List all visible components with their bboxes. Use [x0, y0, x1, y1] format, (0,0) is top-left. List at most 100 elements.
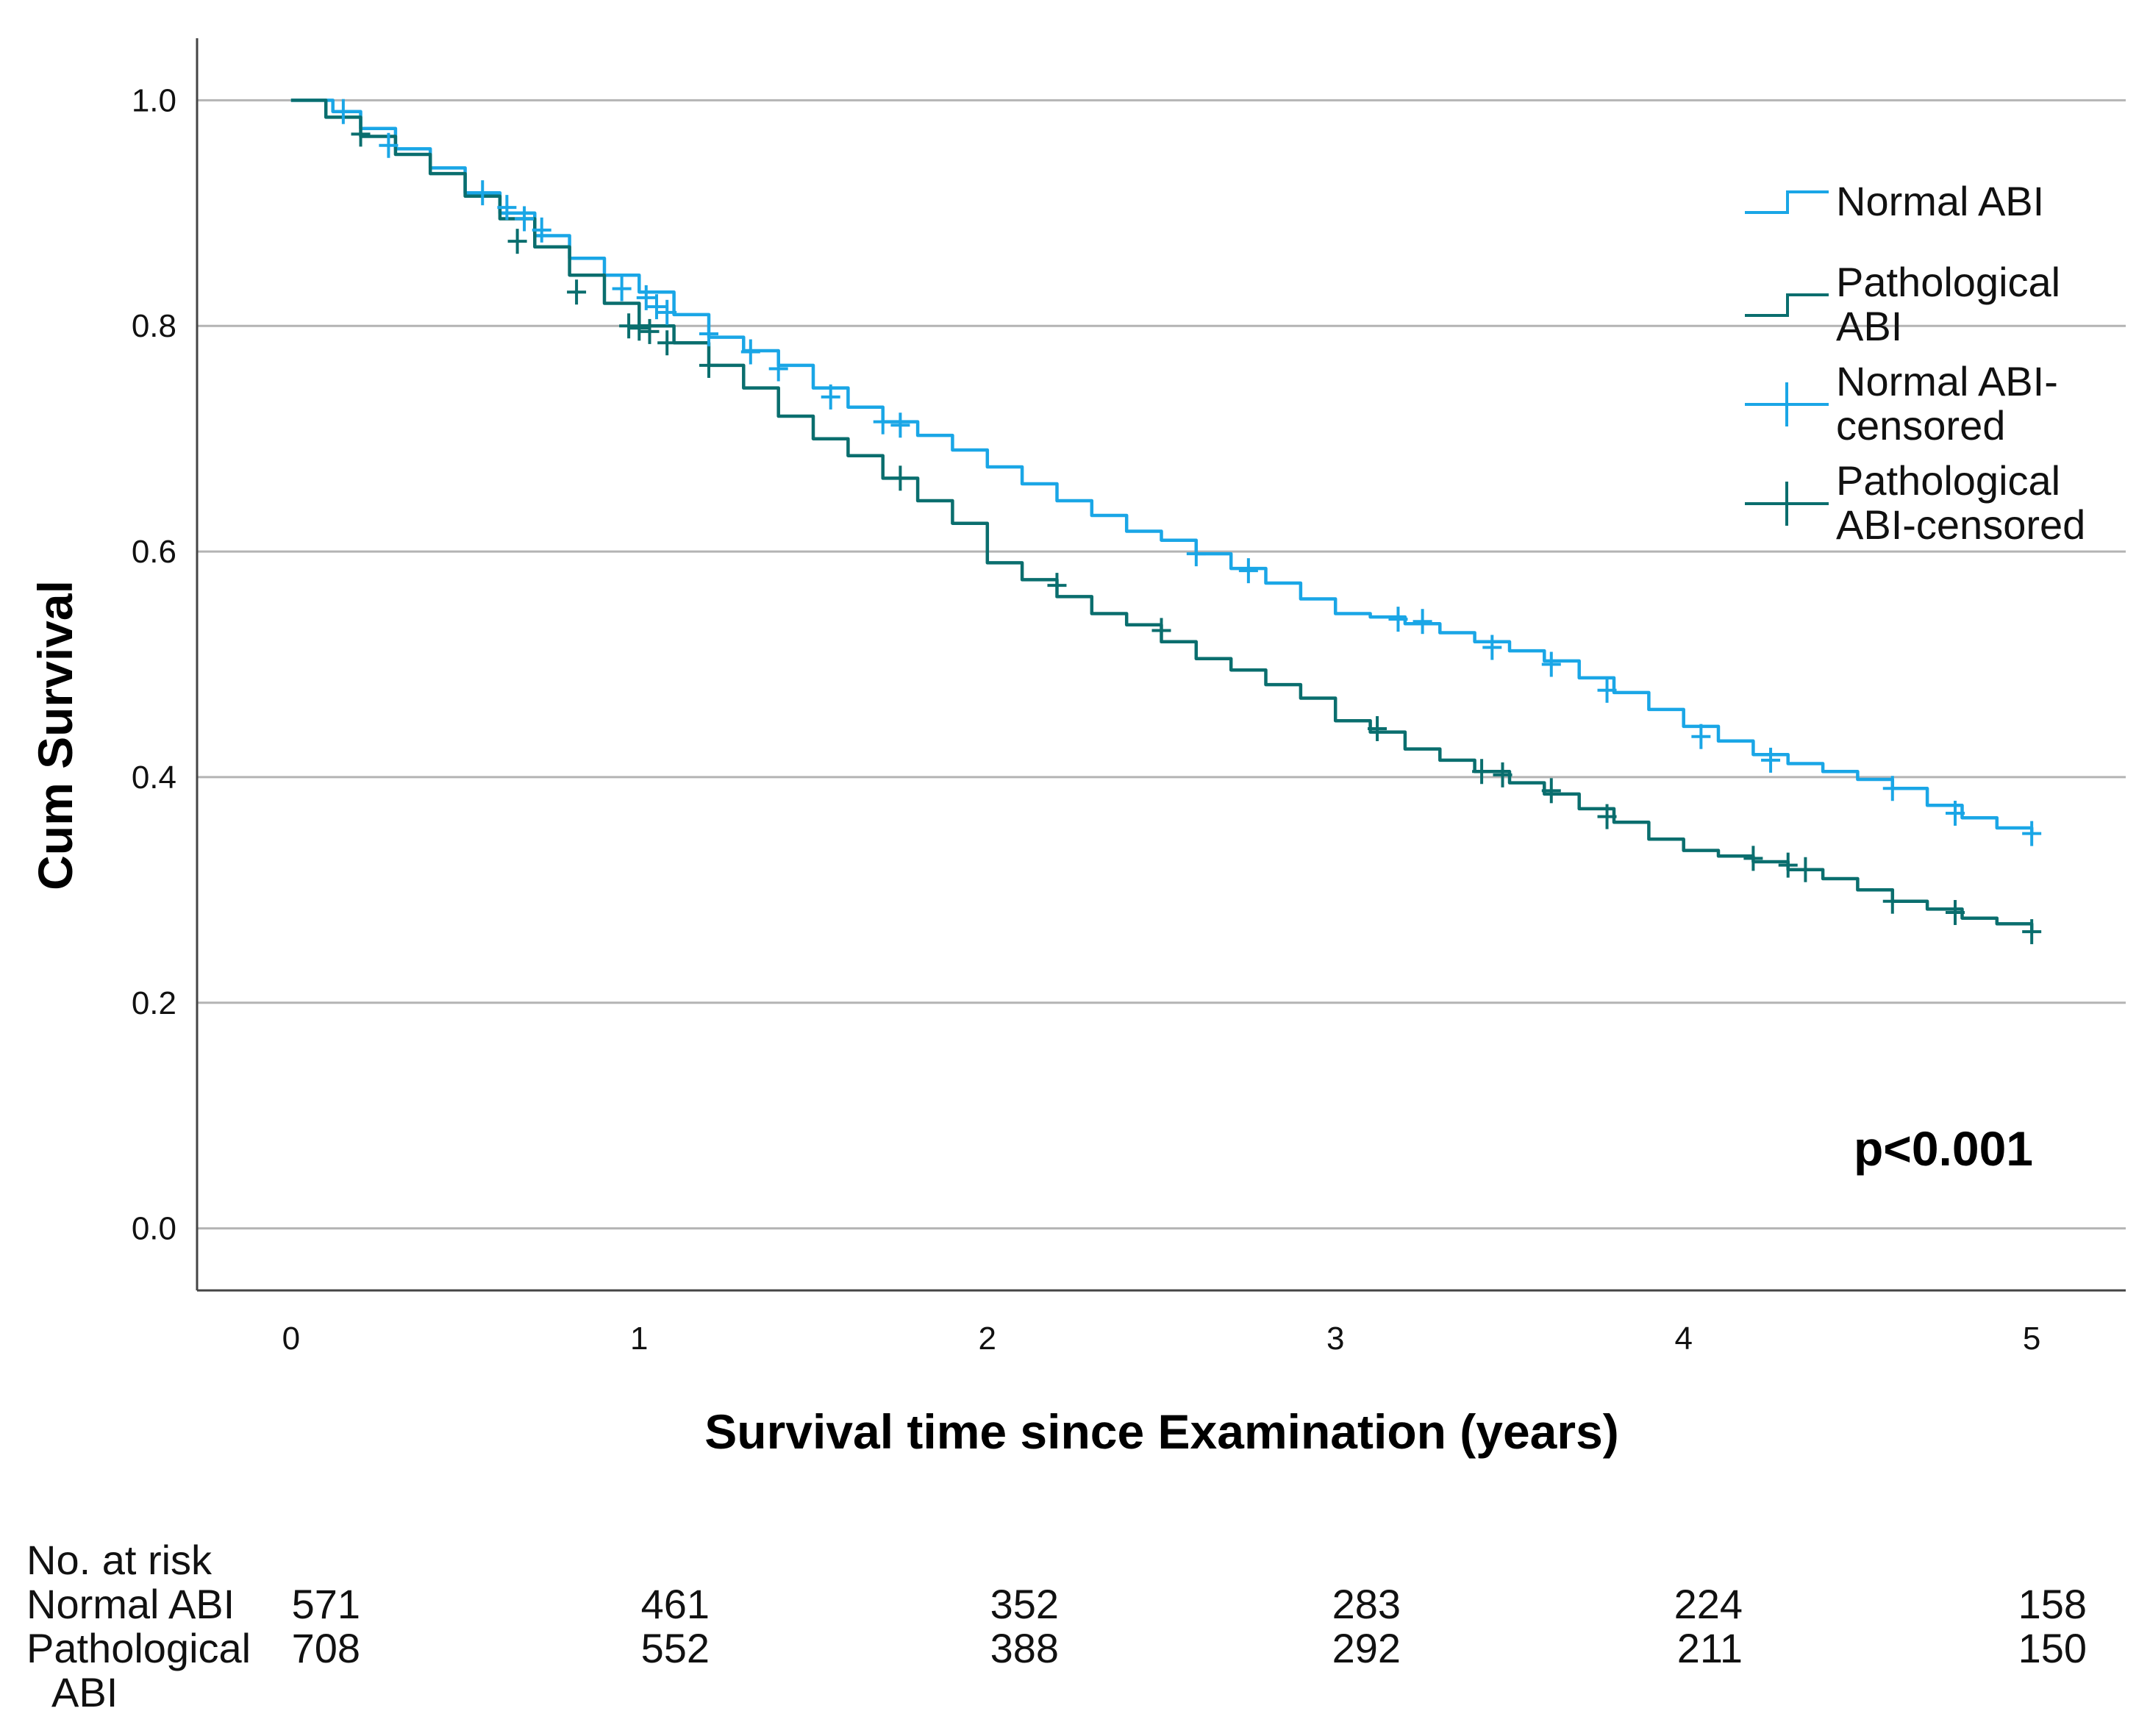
censor-mark-normal [657, 299, 677, 325]
x-tick-label: 0 [282, 1321, 300, 1357]
censor-mark-normal [515, 206, 535, 232]
risk-table-title: No. at risk [26, 1537, 213, 1583]
risk-count: 150 [2018, 1625, 2087, 1671]
censor-mark-pathological [1493, 762, 1512, 787]
censor-mark-pathological [1743, 846, 1763, 871]
censor-mark-normal [612, 276, 632, 301]
censor-mark-pathological [1796, 857, 1815, 882]
x-tick-label: 5 [2023, 1321, 2040, 1357]
risk-count: 388 [990, 1625, 1059, 1671]
x-tick-label: 3 [1326, 1321, 1344, 1357]
censor-mark-normal [699, 321, 718, 346]
censor-mark-pathological [1597, 804, 1617, 829]
legend-label-cont: ABI [1836, 303, 1902, 349]
x-axis-title: Survival time since Examination (years) [704, 1404, 1619, 1459]
censor-mark-pathological [1151, 618, 1171, 643]
y-tick-label: 0.0 [132, 1211, 176, 1247]
risk-count: 708 [291, 1625, 360, 1671]
legend-entry-2: Normal ABI-censored [1745, 358, 2058, 449]
legend-entry-0: Normal ABI [1745, 178, 2044, 224]
risk-count: 571 [291, 1581, 360, 1627]
y-tick-label: 0.2 [132, 985, 176, 1021]
censor-mark-normal [379, 132, 399, 158]
censor-mark-pathological [351, 121, 371, 147]
legend-label: Pathological [1836, 259, 2060, 305]
gridlines [197, 99, 2126, 1230]
risk-count: 283 [1332, 1581, 1401, 1627]
x-tick-labels: 0 1 2 3 4 5 [282, 1321, 2041, 1357]
censor-mark-normal [1946, 801, 1965, 826]
censor-mark-pathological [619, 313, 639, 339]
censor-mark-normal [1388, 607, 1408, 632]
risk-count: 292 [1332, 1625, 1401, 1671]
censor-mark-normal [1186, 541, 1206, 567]
censor-mark-pathological [699, 352, 718, 378]
censor-mark-pathological [2022, 919, 2042, 945]
y-tick-label: 0.6 [132, 534, 176, 570]
censor-mark-normal [333, 99, 353, 124]
risk-count: 552 [640, 1625, 710, 1671]
censor-mark-pathological [629, 315, 649, 341]
series-layer [290, 99, 2034, 932]
legend-label: Normal ABI- [1836, 358, 2058, 404]
censor-mark-normal [2022, 821, 2042, 846]
censor-mark-normal [532, 217, 551, 243]
y-tick-labels: 0.0 0.2 0.4 0.6 0.8 1.0 [132, 82, 176, 1246]
censor-mark-normal [1761, 747, 1781, 773]
censor-mark-normal [740, 339, 760, 365]
axes [196, 38, 2126, 1292]
censor-mark-normal [821, 384, 840, 410]
censor-mark-normal [636, 285, 656, 310]
risk-row-label-cont: ABI [51, 1669, 118, 1715]
censor-mark-pathological [1368, 715, 1388, 741]
x-tick-label: 2 [979, 1321, 996, 1357]
censor-mark-pathological [1472, 759, 1492, 785]
p-value-annotation: p<0.001 [1854, 1121, 2033, 1176]
risk-count: 352 [990, 1581, 1059, 1627]
risk-row-label: Pathological [26, 1625, 251, 1671]
censor-mark-pathological [1946, 900, 1965, 926]
legend-label-cont: censored [1836, 402, 2005, 449]
censor-mark-pathological [567, 279, 587, 305]
censor-marks [333, 99, 2042, 945]
censor-mark-pathological [640, 318, 660, 344]
y-tick-label: 1.0 [132, 82, 176, 118]
risk-count: 224 [1674, 1581, 1743, 1627]
censor-mark-pathological [890, 465, 910, 491]
censor-mark-pathological [1047, 573, 1067, 599]
risk-count: 461 [640, 1581, 710, 1627]
censor-mark-normal [1482, 635, 1502, 660]
risk-count: 211 [1676, 1625, 1743, 1671]
x-tick-label: 4 [1674, 1321, 1692, 1357]
censor-mark-normal [1691, 724, 1711, 749]
censor-mark-pathological [1541, 778, 1561, 804]
censor-mark-normal [1597, 677, 1617, 703]
series-line-pathological [290, 99, 2034, 932]
censor-mark-normal [497, 195, 517, 221]
censor-mark-normal [873, 409, 893, 435]
risk-count: 158 [2018, 1581, 2087, 1627]
legend-swatch-step [1745, 293, 1829, 317]
y-tick-label: 0.8 [132, 308, 176, 344]
series-line-normal [290, 99, 2034, 834]
legend-label: Pathological [1836, 457, 2060, 504]
y-axis-title: Cum Survival [28, 580, 82, 890]
censor-mark-pathological [1778, 852, 1798, 878]
censor-mark-normal [1238, 558, 1258, 584]
censor-mark-pathological [657, 330, 677, 356]
censor-mark-normal [1541, 651, 1561, 677]
y-tick-label: 0.4 [132, 760, 176, 796]
censor-mark-normal [1412, 609, 1432, 635]
censor-mark-pathological [507, 229, 527, 254]
risk-row-label: Normal ABI [26, 1581, 235, 1627]
x-tick-label: 1 [630, 1321, 648, 1357]
censor-mark-normal [890, 412, 910, 438]
legend-label: Normal ABI [1836, 178, 2044, 224]
censor-mark-normal [1882, 776, 1902, 801]
censor-mark-normal [646, 294, 666, 320]
censor-mark-normal [473, 180, 493, 206]
